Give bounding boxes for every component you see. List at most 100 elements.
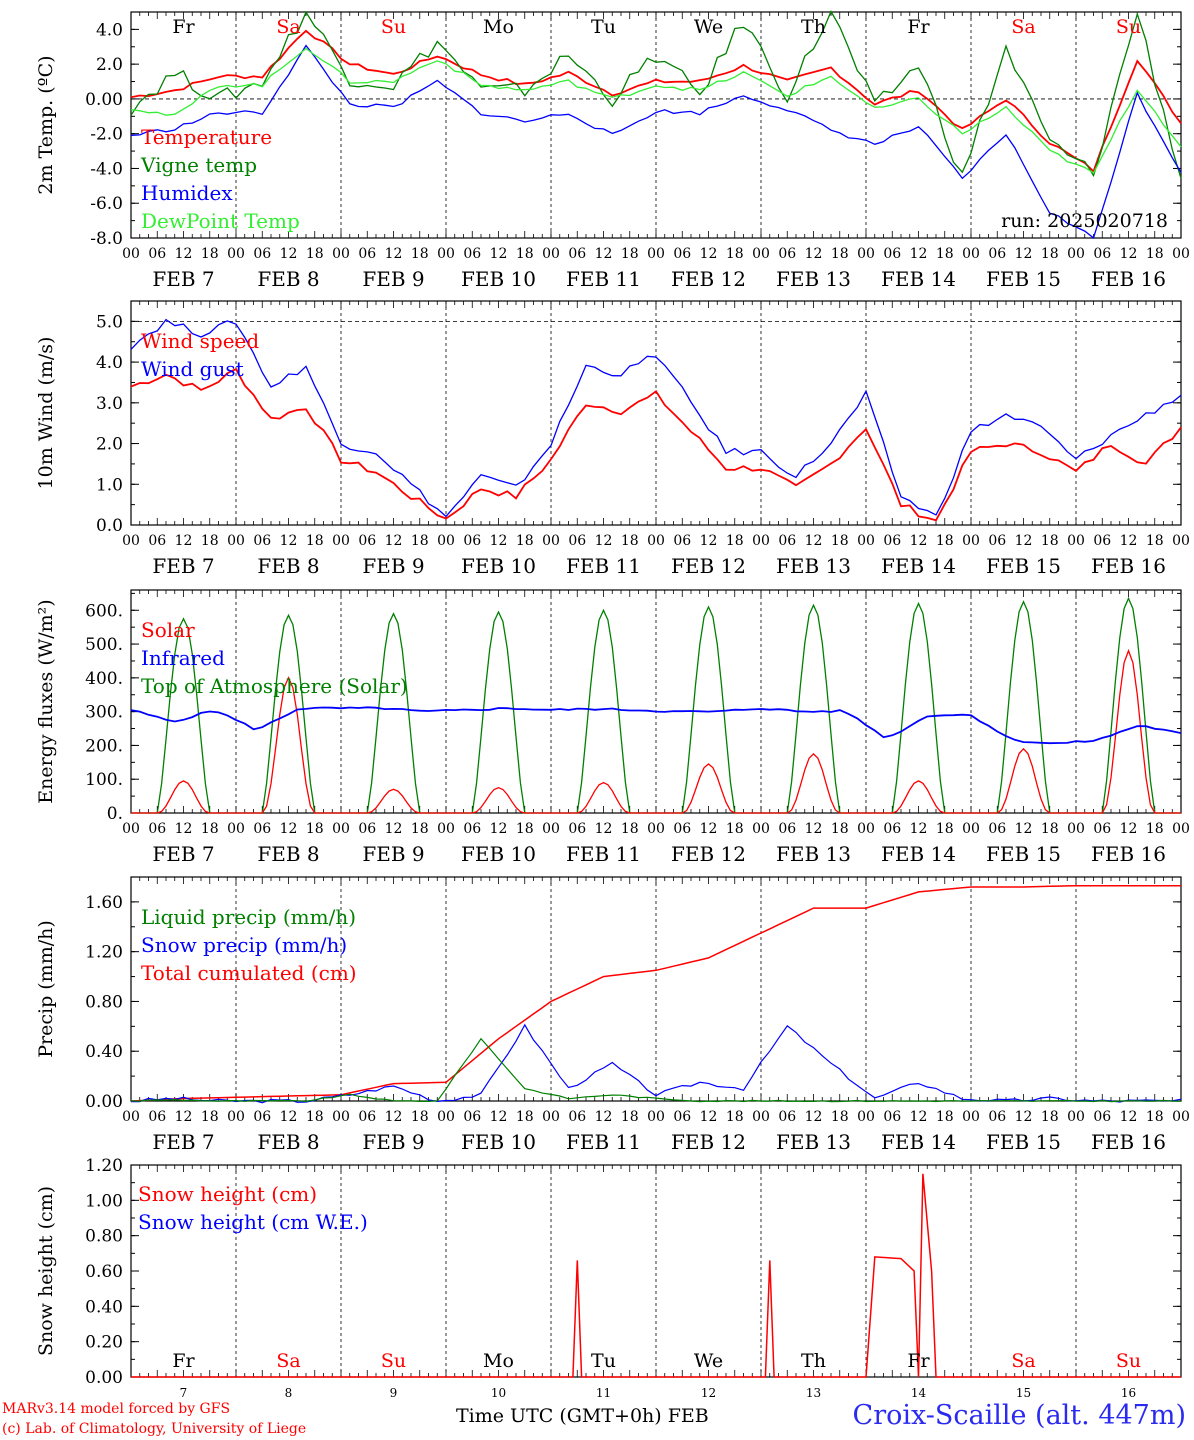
- x-date-label: FEB 8: [257, 267, 319, 291]
- x-date-label: FEB 11: [566, 1130, 641, 1154]
- x-hour-label: 06: [1093, 1109, 1111, 1125]
- x-hour-label: 00: [752, 533, 770, 549]
- panel-frame: [130, 589, 1182, 814]
- x-hour-label: 12: [700, 246, 718, 262]
- y-tick-label: 0.40: [85, 1297, 123, 1317]
- day-number: 16: [1121, 1386, 1136, 1400]
- x-hour-label: 12: [910, 821, 928, 837]
- x-hour-label: 12: [1015, 533, 1033, 549]
- x-hour-label: 06: [1093, 533, 1111, 549]
- legend-entry: Wind gust: [141, 357, 244, 381]
- x-hour-label: 12: [910, 246, 928, 262]
- x-hour-label: 12: [1015, 1109, 1033, 1125]
- day-label: We: [694, 1350, 723, 1372]
- x-hour-label: 12: [910, 533, 928, 549]
- x-date-label: FEB 12: [671, 1130, 746, 1154]
- day-label: Su: [381, 16, 406, 38]
- x-hour-label: 06: [253, 246, 271, 262]
- x-hour-label: 18: [516, 1109, 534, 1125]
- x-hour-label: 12: [175, 246, 193, 262]
- x-hour-label: 18: [726, 533, 744, 549]
- y-tick-label: 1.20: [85, 943, 123, 963]
- x-hour-label: 06: [568, 246, 586, 262]
- x-date-label: FEB 13: [776, 267, 851, 291]
- x-date-label: FEB 16: [1091, 267, 1166, 291]
- day-label: Th: [801, 1350, 826, 1372]
- day-number: 13: [806, 1386, 821, 1400]
- y-tick-label: 100.: [85, 770, 123, 790]
- day-label: Sa: [1011, 16, 1035, 38]
- x-hour-label: 18: [1146, 533, 1164, 549]
- x-hour-label: 00: [647, 1109, 665, 1125]
- x-hour-label: 18: [726, 821, 744, 837]
- x-hour-label: 00: [542, 533, 560, 549]
- x-hour-label: 12: [910, 1109, 928, 1125]
- x-hour-label: 06: [358, 246, 376, 262]
- day-label: Sa: [276, 1350, 300, 1372]
- x-date-label: FEB 15: [986, 1130, 1061, 1154]
- x-hour-label: 18: [621, 821, 639, 837]
- y-tick-label: 0.00: [85, 1368, 123, 1388]
- y-tick-label: -4.0: [90, 159, 123, 179]
- x-date-label: FEB 7: [152, 1130, 214, 1154]
- x-date-label: FEB 13: [776, 842, 851, 866]
- y-tick-label: 2.0: [96, 435, 123, 455]
- y-axis-label: Energy fluxes (W/m²): [35, 599, 57, 803]
- x-hour-label: 06: [1093, 246, 1111, 262]
- x-hour-label: 00: [227, 1109, 245, 1125]
- x-date-label: FEB 13: [776, 1130, 851, 1154]
- x-hour-label: 00: [647, 533, 665, 549]
- x-hour-label: 12: [700, 533, 718, 549]
- x-hour-label: 12: [595, 246, 613, 262]
- x-hour-label: 00: [962, 246, 980, 262]
- x-hour-label: 06: [148, 533, 166, 549]
- x-hour-label: 00: [962, 533, 980, 549]
- series-line-liquid-precip: [130, 1037, 1182, 1103]
- run-label: run: 2025020718: [1001, 210, 1168, 232]
- x-hour-label: 12: [1120, 1109, 1138, 1125]
- station-name: Croix-Scaille (alt. 447m): [852, 1400, 1186, 1431]
- x-hour-label: 18: [516, 821, 534, 837]
- x-hour-label: 06: [568, 533, 586, 549]
- x-hour-label: 18: [306, 533, 324, 549]
- x-hour-label: 06: [778, 821, 796, 837]
- series-line-vigne-temp: [130, 10, 1182, 179]
- x-hour-label: 06: [1093, 821, 1111, 837]
- x-date-label: FEB 16: [1091, 554, 1166, 578]
- y-tick-label: 0.40: [85, 1042, 123, 1062]
- x-hour-label: 00: [1067, 533, 1085, 549]
- y-tick-label: 0.60: [85, 1262, 123, 1282]
- y-tick-label: 0.: [107, 804, 123, 824]
- x-axis-month: FEB: [667, 1405, 709, 1427]
- x-date-label: FEB 7: [152, 842, 214, 866]
- x-date-label: FEB 15: [986, 842, 1061, 866]
- x-hour-label: 12: [805, 533, 823, 549]
- y-tick-label: 500.: [85, 635, 123, 655]
- day-number: 7: [180, 1386, 188, 1400]
- x-hour-label: 06: [778, 1109, 796, 1125]
- y-tick-label: 300.: [85, 703, 123, 723]
- x-hour-label: 00: [857, 821, 875, 837]
- x-hour-label: 12: [490, 1109, 508, 1125]
- x-hour-label: 18: [936, 246, 954, 262]
- x-date-label: FEB 16: [1091, 842, 1166, 866]
- x-hour-label: 00: [122, 821, 140, 837]
- x-hour-label: 06: [358, 1109, 376, 1125]
- series-line-humidex: [130, 44, 1182, 239]
- x-date-label: FEB 15: [986, 554, 1061, 578]
- y-axis-label: Precip (mm/h): [35, 920, 57, 1058]
- legend-entry: Snow precip (mm/h): [141, 933, 347, 957]
- y-axis-label: 2m Temp. (ºC): [35, 55, 57, 194]
- series-line-wind-gust: [130, 318, 1182, 518]
- x-hour-label: 00: [332, 246, 350, 262]
- y-tick-label: 1.00: [85, 1191, 123, 1211]
- x-date-label: FEB 9: [362, 842, 424, 866]
- x-date-label: FEB 11: [566, 842, 641, 866]
- x-hour-label: 12: [175, 533, 193, 549]
- x-hour-label: 18: [936, 533, 954, 549]
- x-hour-label: 18: [201, 246, 219, 262]
- x-hour-label: 06: [463, 821, 481, 837]
- day-label: Th: [801, 16, 826, 38]
- legend-entry: Liquid precip (mm/h): [141, 905, 356, 929]
- x-hour-label: 00: [752, 821, 770, 837]
